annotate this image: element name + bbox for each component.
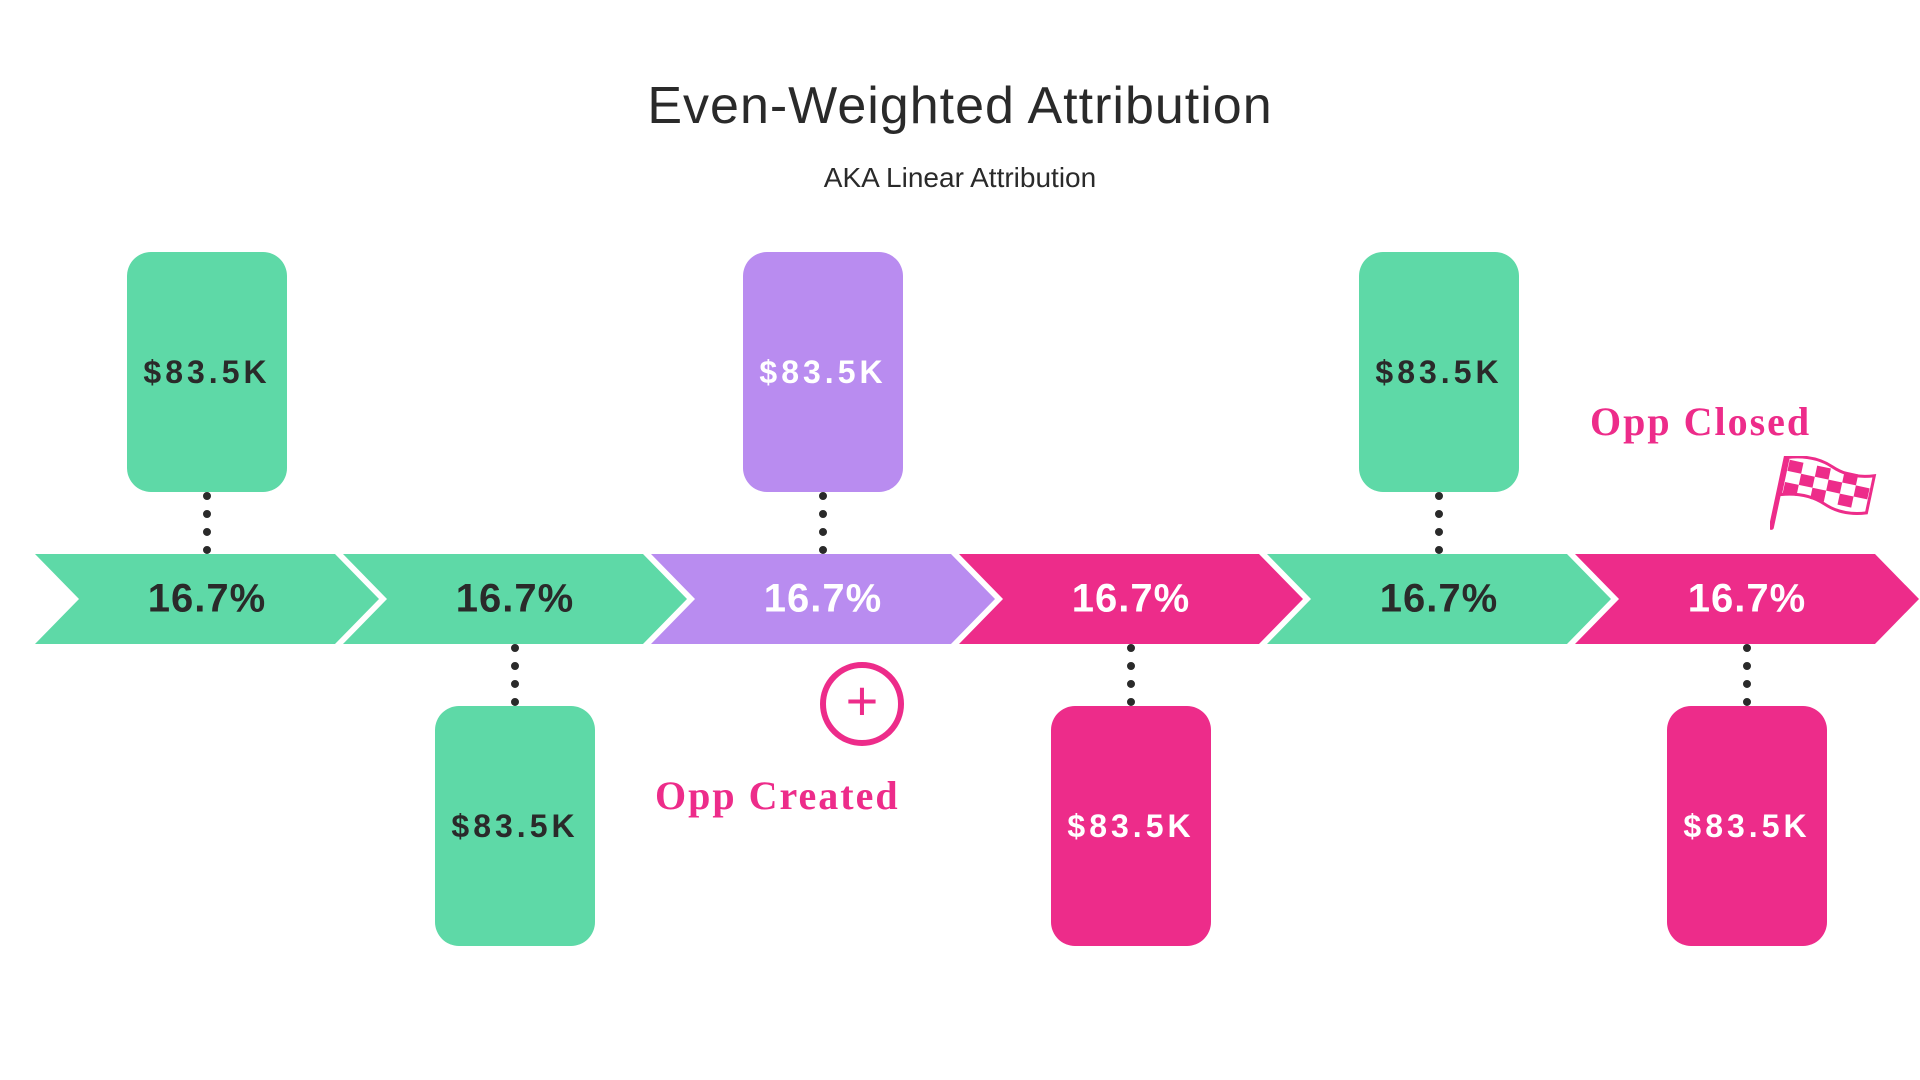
connector-line — [511, 644, 519, 706]
value-card: $83.5K — [743, 252, 903, 492]
arrow-step-6: 16.7% — [1575, 554, 1919, 644]
arrow-step-percent: 16.7% — [1688, 577, 1806, 622]
connector-line — [1127, 644, 1135, 706]
opp-closed-label: Opp Closed — [1590, 398, 1811, 445]
arrow-step-5: 16.7% — [1267, 554, 1611, 644]
arrow-step-percent: 16.7% — [1380, 577, 1498, 622]
checkered-flag-icon — [1770, 456, 1880, 546]
connector-line — [203, 492, 211, 554]
arrow-step-2: 16.7% — [343, 554, 687, 644]
value-card: $83.5K — [127, 252, 287, 492]
connector-line — [1743, 644, 1751, 706]
value-card-label: $83.5K — [1067, 808, 1194, 845]
value-card-label: $83.5K — [451, 808, 578, 845]
value-card: $83.5K — [435, 706, 595, 946]
arrow-step-percent: 16.7% — [1072, 577, 1190, 622]
arrow-step-1: 16.7% — [35, 554, 379, 644]
opp-created-label: Opp Created — [655, 772, 900, 819]
value-card-label: $83.5K — [1683, 808, 1810, 845]
value-card: $83.5K — [1051, 706, 1211, 946]
value-card: $83.5K — [1359, 252, 1519, 492]
arrow-step-percent: 16.7% — [148, 577, 266, 622]
arrow-step-4: 16.7% — [959, 554, 1303, 644]
arrow-step-percent: 16.7% — [764, 577, 882, 622]
value-card: $83.5K — [1667, 706, 1827, 946]
arrow-step-percent: 16.7% — [456, 577, 574, 622]
connector-line — [819, 492, 827, 554]
plus-icon: + — [820, 662, 904, 746]
attribution-diagram: 16.7% $83.5K 16.7% $83.5K 16.7% $83.5K 16.7% $8… — [0, 0, 1920, 1080]
value-card-label: $83.5K — [759, 354, 886, 391]
arrow-step-3: 16.7% — [651, 554, 995, 644]
connector-line — [1435, 492, 1443, 554]
value-card-label: $83.5K — [143, 354, 270, 391]
value-card-label: $83.5K — [1375, 354, 1502, 391]
